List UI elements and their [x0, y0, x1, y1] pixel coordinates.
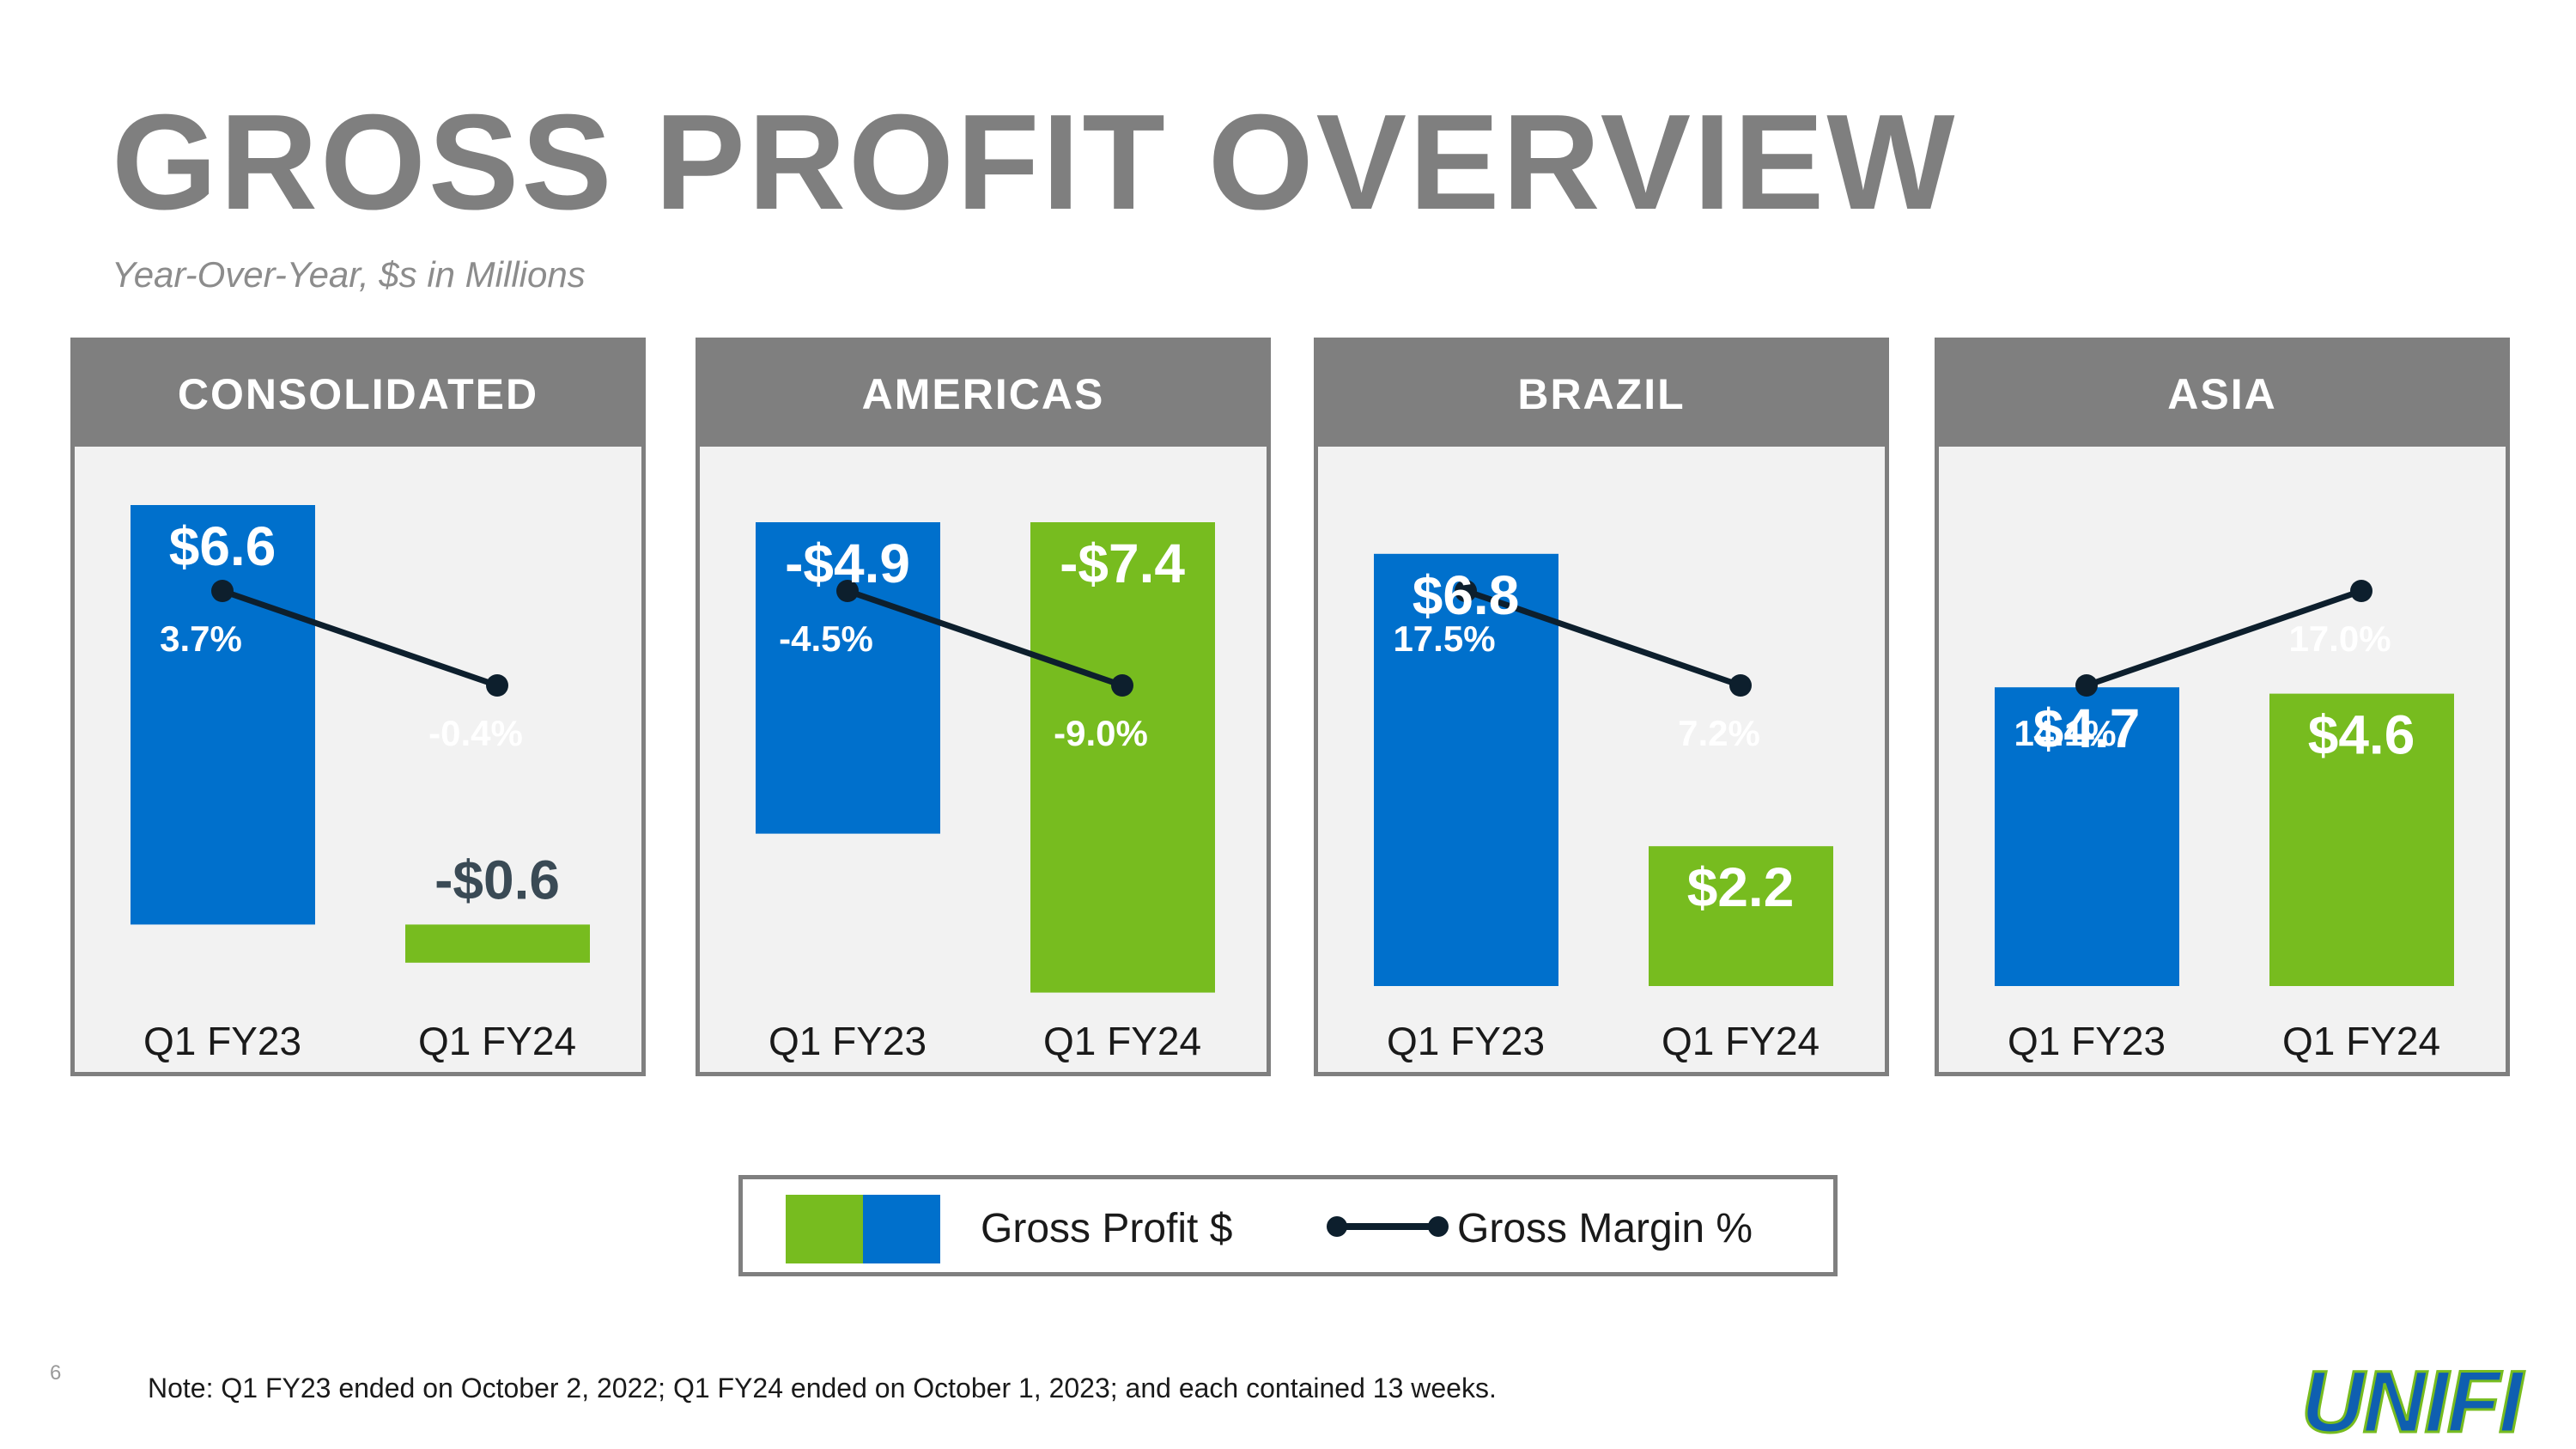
category-label: Q1 FY24 — [2282, 1019, 2440, 1063]
page-title: GROSS PROFIT OVERVIEW — [112, 87, 1958, 238]
category-label: Q1 FY23 — [2008, 1019, 2166, 1063]
chart-americas: -$4.9 -$7.4 -4.5% -9.0% Q1 FY23 Q1 FY24 — [756, 522, 1215, 1063]
gross-margin-label: 17.5% — [1393, 618, 1495, 659]
gross-profit-label: $4.6 — [2308, 704, 2415, 766]
legend-line-marker — [1335, 1223, 1438, 1230]
gross-margin-line — [2085, 588, 2363, 689]
gross-margin-point — [2350, 580, 2372, 602]
gross-profit-bar — [1374, 553, 1558, 986]
gross-margin-label: -0.4% — [428, 713, 523, 753]
panel-header: CONSOLIDATED — [75, 342, 641, 447]
gross-profit-label: $4.7 — [2033, 697, 2141, 759]
panel-header: AMERICAS — [700, 342, 1267, 447]
logo-text: UNIFI — [2301, 1361, 2525, 1439]
gross-margin-point — [1729, 674, 1752, 697]
unifi-logo: UNIFI — [2300, 1361, 2529, 1439]
gross-profit-bar — [1995, 687, 2179, 986]
gross-margin-line — [221, 588, 499, 689]
chart-asia: $4.7 $4.6 14.1% 17.0% Q1 FY23 Q1 FY24 — [1995, 580, 2454, 1063]
gross-margin-label: 14.1% — [2014, 713, 2116, 753]
gross-profit-label: $2.2 — [1687, 856, 1795, 918]
panel-header: BRAZIL — [1318, 342, 1885, 447]
gross-margin-point — [486, 674, 508, 697]
gross-margin-label: -4.5% — [779, 618, 873, 659]
gross-margin-point — [836, 580, 859, 602]
chart-brazil: $6.8 $2.2 17.5% 7.2% Q1 FY23 Q1 FY24 — [1374, 553, 1833, 1063]
gross-profit-label: -$0.6 — [434, 849, 560, 910]
gross-margin-line — [1464, 588, 1742, 689]
legend-line-dot — [1428, 1216, 1449, 1237]
gross-profit-label: -$7.4 — [1060, 533, 1185, 594]
category-label: Q1 FY23 — [143, 1019, 301, 1063]
gross-profit-bar — [756, 522, 940, 834]
page-subtitle: Year-Over-Year, $s in Millions — [112, 254, 586, 295]
gross-margin-point — [211, 580, 234, 602]
chart-legend: Gross Profit $ Gross Margin % — [738, 1175, 1838, 1276]
gross-margin-point — [1111, 674, 1133, 697]
panel-brazil: BRAZIL $6.8 $2.2 17.5% 7.2% Q1 FY23 Q1 FY24 — [1314, 338, 1889, 1076]
legend-gross-margin: Gross Margin % — [1457, 1206, 1753, 1251]
gross-profit-bar — [131, 505, 315, 925]
gross-margin-label: 3.7% — [160, 618, 242, 659]
gross-margin-label: 17.0% — [2288, 618, 2391, 659]
gross-profit-bar — [1649, 846, 1833, 986]
gross-margin-label: -9.0% — [1054, 713, 1148, 753]
gross-profit-bar — [2269, 693, 2454, 986]
legend-swatch-blue — [863, 1195, 940, 1263]
gross-margin-point — [1455, 580, 1477, 602]
category-label: Q1 FY24 — [1043, 1019, 1201, 1063]
category-label: Q1 FY24 — [418, 1019, 576, 1063]
legend-swatch-green — [786, 1195, 863, 1263]
panel-asia: ASIA $4.7 $4.6 14.1% 17.0% Q1 FY23 Q1 FY24 — [1935, 338, 2510, 1076]
category-label: Q1 FY24 — [1662, 1019, 1820, 1063]
gross-margin-line — [846, 588, 1124, 689]
legend-line-dot — [1327, 1216, 1347, 1237]
legend-gross-profit: Gross Profit $ — [981, 1206, 1233, 1251]
category-label: Q1 FY23 — [1387, 1019, 1545, 1063]
chart-consolidated: $6.6 -$0.6 3.7% -0.4% Q1 FY23 Q1 FY24 — [131, 505, 590, 1063]
gross-profit-label: $6.6 — [169, 515, 276, 577]
gross-profit-bar — [1030, 522, 1215, 993]
gross-profit-label: -$4.9 — [785, 533, 910, 594]
panel-header: ASIA — [1939, 342, 2506, 447]
gross-margin-point — [2075, 674, 2098, 697]
footnote: Note: Q1 FY23 ended on October 2, 2022; … — [148, 1373, 1497, 1403]
gross-margin-label: 7.2% — [1678, 713, 1760, 753]
category-label: Q1 FY23 — [769, 1019, 927, 1063]
panel-americas: AMERICAS -$4.9 -$7.4 -4.5% -9.0% Q1 FY23 Q1 F… — [696, 338, 1271, 1076]
page-number: 6 — [50, 1361, 62, 1385]
panel-consolidated: CONSOLIDATED $6.6 -$0.6 3.7% -0.4% Q1 FY23 Q1… — [70, 338, 646, 1076]
gross-profit-label: $6.8 — [1413, 564, 1520, 626]
gross-profit-bar — [405, 924, 590, 963]
